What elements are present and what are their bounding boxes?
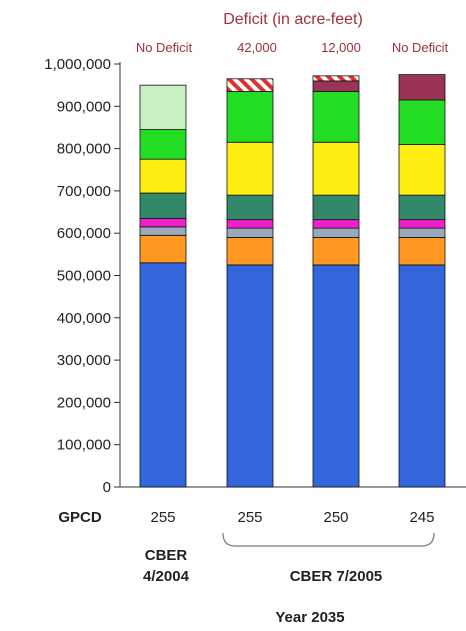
- gpcd-value: 245: [409, 509, 434, 526]
- bar-segment-s7: [313, 91, 359, 142]
- bar-segment-s1: [140, 263, 186, 487]
- bar-segment-s1: [227, 265, 273, 487]
- gpcd-row: GPCD 255 255 250 245: [58, 509, 434, 526]
- deficit-label: No Deficit: [136, 40, 193, 55]
- deficit-labels: No Deficit 42,000 12,000 No Deficit: [136, 40, 449, 55]
- deficit-label: 42,000: [237, 40, 277, 55]
- x-axis-label: Year 2035: [275, 609, 344, 626]
- y-tick-label: 700,000: [57, 183, 111, 200]
- bar-segment-s7: [140, 130, 186, 160]
- y-tick-label: 600,000: [57, 225, 111, 242]
- gpcd-value: 255: [237, 509, 262, 526]
- bar-segment-s3: [227, 228, 273, 237]
- group-label-line: CBER 7/2005: [290, 568, 383, 585]
- bar-segment-s8: [140, 85, 186, 129]
- bar-segment-s5: [227, 195, 273, 220]
- chart-title: Deficit (in acre-feet): [223, 11, 363, 28]
- bar-segment-s2: [140, 235, 186, 262]
- bar-segment-deficit: [313, 76, 359, 81]
- bar-segment-s6: [313, 142, 359, 195]
- bar-segment-s9: [399, 75, 445, 100]
- bar-segment-s2: [399, 237, 445, 264]
- bar-segment-s1: [399, 265, 445, 487]
- y-tick-label: 800,000: [57, 141, 111, 158]
- bar-segment-s2: [227, 237, 273, 264]
- bar-segment-s4: [140, 218, 186, 226]
- bar-segment-s4: [399, 220, 445, 228]
- y-tick-label: 400,000: [57, 310, 111, 327]
- bar-segment-s6: [140, 159, 186, 193]
- bar-segment-s3: [399, 228, 445, 237]
- y-tick-label: 900,000: [57, 98, 111, 115]
- deficit-label: 12,000: [321, 40, 361, 55]
- bar-4: [399, 75, 445, 487]
- bar-segment-s3: [313, 228, 359, 237]
- gpcd-row-label: GPCD: [58, 509, 102, 526]
- group-labels: CBER 4/2004 CBER 7/2005: [143, 547, 382, 585]
- bar-segment-s3: [140, 227, 186, 235]
- bar-segment-s6: [399, 144, 445, 195]
- bar-1: [140, 85, 186, 487]
- bar-segment-s4: [313, 220, 359, 228]
- gpcd-value: 250: [323, 509, 348, 526]
- bar-segment-s7: [399, 100, 445, 144]
- bar-segment-s6: [227, 142, 273, 195]
- gpcd-value: 255: [150, 509, 175, 526]
- group-bracket: [223, 533, 434, 546]
- bar-segment-s5: [313, 195, 359, 220]
- bar-segment-s4: [227, 220, 273, 228]
- y-tick-label: 1,000,000: [44, 56, 111, 73]
- y-tick-label: 500,000: [57, 268, 111, 285]
- bar-segment-s1: [313, 265, 359, 487]
- bars: [140, 75, 445, 487]
- y-tick-label: 300,000: [57, 352, 111, 369]
- bar-2: [227, 79, 273, 487]
- bar-segment-s5: [140, 193, 186, 218]
- bar-segment-deficit: [227, 79, 273, 92]
- bar-segment-s7: [227, 91, 273, 142]
- bar-segment-s5: [399, 195, 445, 220]
- group-label-line: 4/2004: [143, 568, 190, 585]
- y-tick-label: 100,000: [57, 437, 111, 454]
- bar-segment-s9: [313, 81, 359, 92]
- bar-3: [313, 76, 359, 487]
- y-tick-label: 0: [103, 479, 111, 496]
- y-tick-label: 200,000: [57, 394, 111, 411]
- deficit-label: No Deficit: [392, 40, 449, 55]
- bar-segment-s2: [313, 237, 359, 264]
- group-label-line: CBER: [145, 547, 188, 564]
